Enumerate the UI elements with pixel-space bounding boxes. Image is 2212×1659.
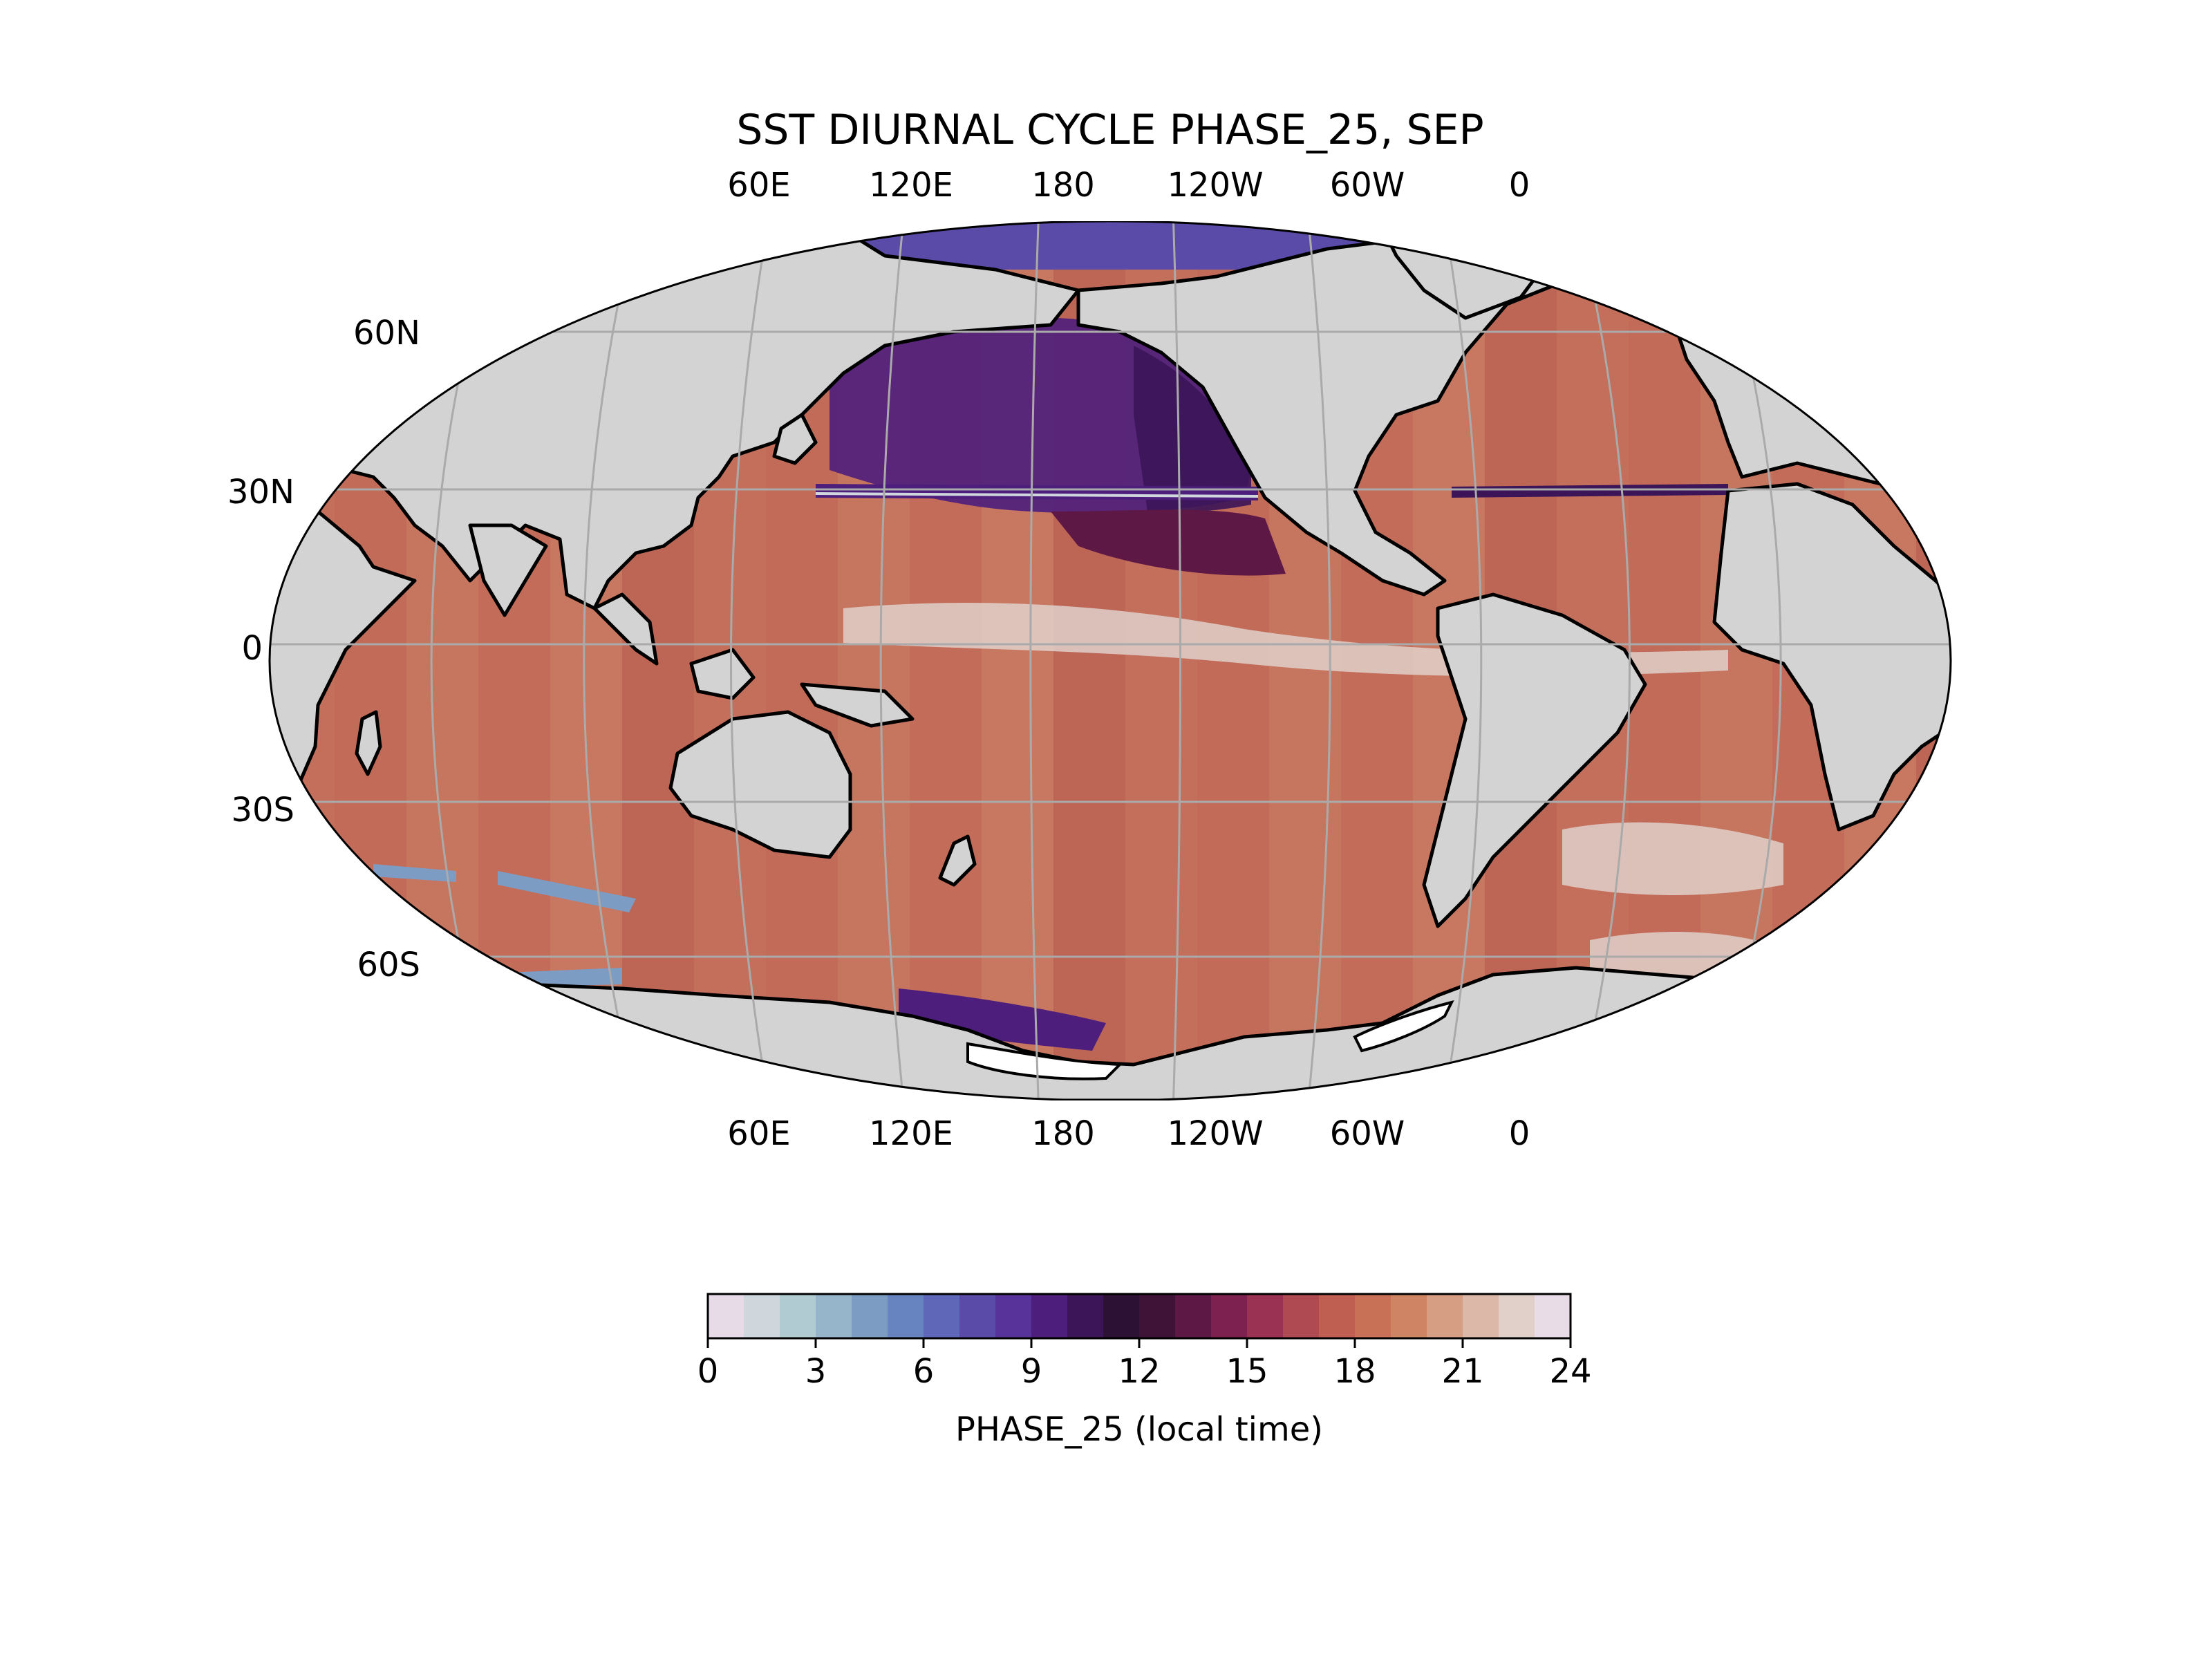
colorbar-cell — [816, 1294, 852, 1338]
land-new-guinea — [800, 682, 915, 728]
land-indochina — [592, 592, 659, 666]
map-title: SST DIURNAL CYCLE PHASE_25, SEP — [736, 106, 1483, 154]
colorbar-tick-label: 24 — [1549, 1352, 1591, 1391]
colorbar-cell — [924, 1294, 960, 1338]
pacific-band-30n — [816, 484, 1258, 500]
meridian-line — [1307, 221, 1331, 1100]
colorbar-cell — [1427, 1294, 1463, 1338]
colorbar-cell — [708, 1294, 744, 1338]
longitude-label-top: 60E — [727, 166, 790, 205]
southern-ocean-blue-streak-1 — [373, 864, 456, 882]
longitude-label-bottom: 120W — [1167, 1114, 1263, 1153]
latitude-label: 0 — [241, 629, 263, 668]
colorbar-cell — [1283, 1294, 1320, 1338]
antarctic-purple — [899, 988, 1106, 1051]
colorbar-cell — [888, 1294, 924, 1338]
longitude-label-bottom: 60E — [727, 1114, 790, 1153]
longitude-label-top: 180 — [1031, 166, 1095, 205]
north-pacific-dark-region — [1134, 346, 1251, 513]
land-india — [468, 523, 548, 617]
map-area — [268, 221, 1952, 1100]
longitude-label-bottom: 120E — [869, 1114, 953, 1153]
meridian-line — [1443, 221, 1483, 1100]
colorbar-label: PHASE_25 (local time) — [955, 1410, 1323, 1449]
colorbar-tick-label: 21 — [1441, 1352, 1483, 1391]
latitude-label: 60N — [353, 314, 420, 353]
colorbar-cell — [1499, 1294, 1535, 1338]
longitude-label-top: 120E — [869, 166, 953, 205]
colorbar-tick-label: 18 — [1333, 1352, 1376, 1391]
land-australia — [668, 710, 852, 859]
colorbar-cell — [995, 1294, 1032, 1338]
colorbar-cell — [1103, 1294, 1140, 1338]
colorbar-cell — [1031, 1294, 1068, 1338]
colorbar-cell — [1175, 1294, 1212, 1338]
meridian-line — [729, 221, 769, 1100]
colorbar-tick-label: 6 — [913, 1352, 935, 1391]
colorbar-tick-label: 0 — [697, 1352, 719, 1391]
longitude-label-top: 60W — [1330, 166, 1405, 205]
antarctic-ice-shelf — [966, 1042, 1123, 1080]
latitude-labels: 60N 30N 0 30S 60S — [227, 314, 420, 984]
meridian-line — [1577, 221, 1631, 1100]
longitude-labels-bottom: 60E 120E 180 120W 60W 0 — [727, 1114, 1530, 1153]
colorbar-cell — [1211, 1294, 1248, 1338]
colorbar-cell — [1463, 1294, 1499, 1338]
southern-ocean-blue-streak-2 — [498, 871, 636, 912]
colorbar-cell — [1319, 1294, 1356, 1338]
colorbar-cell — [959, 1294, 996, 1338]
land-madagascar — [355, 710, 382, 776]
meridian-line — [583, 221, 637, 1100]
longitude-label-bottom: 60W — [1330, 1114, 1405, 1153]
colorbar-cells — [708, 1294, 1571, 1338]
colorbar-cell — [1535, 1294, 1571, 1338]
latitude-label: 60S — [357, 946, 420, 984]
latitude-label: 30S — [231, 791, 294, 830]
colorbar-cell — [780, 1294, 816, 1338]
map-boundary — [268, 221, 1952, 1100]
colorbar-tick-label: 12 — [1118, 1352, 1160, 1391]
colorbar-cell — [1355, 1294, 1391, 1338]
land-japan — [772, 413, 818, 465]
antarctic-peninsula — [1353, 1000, 1454, 1053]
meridian-line — [1029, 221, 1040, 1100]
land-new-zealand — [938, 834, 977, 887]
longitude-label-top: 0 — [1509, 166, 1530, 205]
colorbar-cell — [852, 1294, 888, 1338]
colorbar: 0 3 6 9 12 15 18 21 24 PHASE_25 (local time) — [697, 1293, 1592, 1449]
longitude-label-top: 120W — [1167, 166, 1263, 205]
south-atlantic-light-patches — [1562, 822, 1797, 984]
colorbar-tick-label: 3 — [805, 1352, 827, 1391]
meridian-line — [879, 221, 905, 1100]
pacific-band-30n-light — [816, 492, 1258, 498]
longitude-labels-top: 60E 120E 180 120W 60W 0 — [727, 166, 1530, 205]
colorbar-ticks: 0 3 6 9 12 15 18 21 24 — [697, 1338, 1592, 1391]
colorbar-cell — [1247, 1294, 1284, 1338]
east-pacific-purple — [1051, 509, 1286, 576]
longitude-label-bottom: 0 — [1509, 1114, 1530, 1153]
colorbar-tick-label: 9 — [1021, 1352, 1042, 1391]
colorbar-cell — [1391, 1294, 1427, 1338]
atlantic-band-30n — [1452, 484, 1728, 498]
land-borneo — [689, 648, 756, 700]
meridian-line — [1172, 221, 1182, 1100]
latitude-label: 30N — [227, 473, 294, 512]
longitude-label-bottom: 180 — [1031, 1114, 1095, 1153]
colorbar-cell — [1067, 1294, 1104, 1338]
colorbar-tick-label: 15 — [1226, 1352, 1268, 1391]
colorbar-cell — [744, 1294, 780, 1338]
colorbar-cell — [1139, 1294, 1176, 1338]
